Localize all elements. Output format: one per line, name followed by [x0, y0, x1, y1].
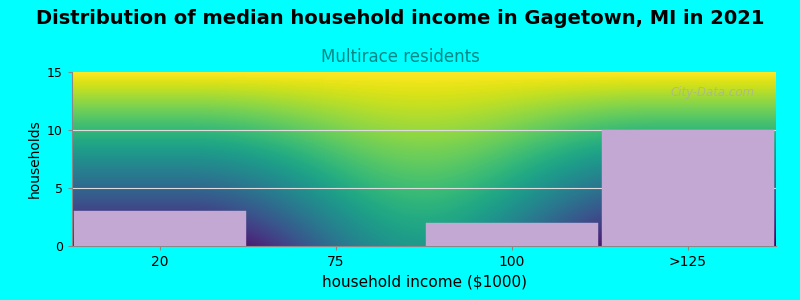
Bar [426, 223, 598, 246]
Text: Multirace residents: Multirace residents [321, 48, 479, 66]
X-axis label: household income ($1000): household income ($1000) [322, 274, 526, 290]
Bar [602, 130, 774, 246]
Bar [74, 211, 246, 246]
Text: City-Data.com: City-Data.com [670, 86, 755, 99]
Text: Distribution of median household income in Gagetown, MI in 2021: Distribution of median household income … [36, 9, 764, 28]
Y-axis label: households: households [27, 120, 42, 198]
